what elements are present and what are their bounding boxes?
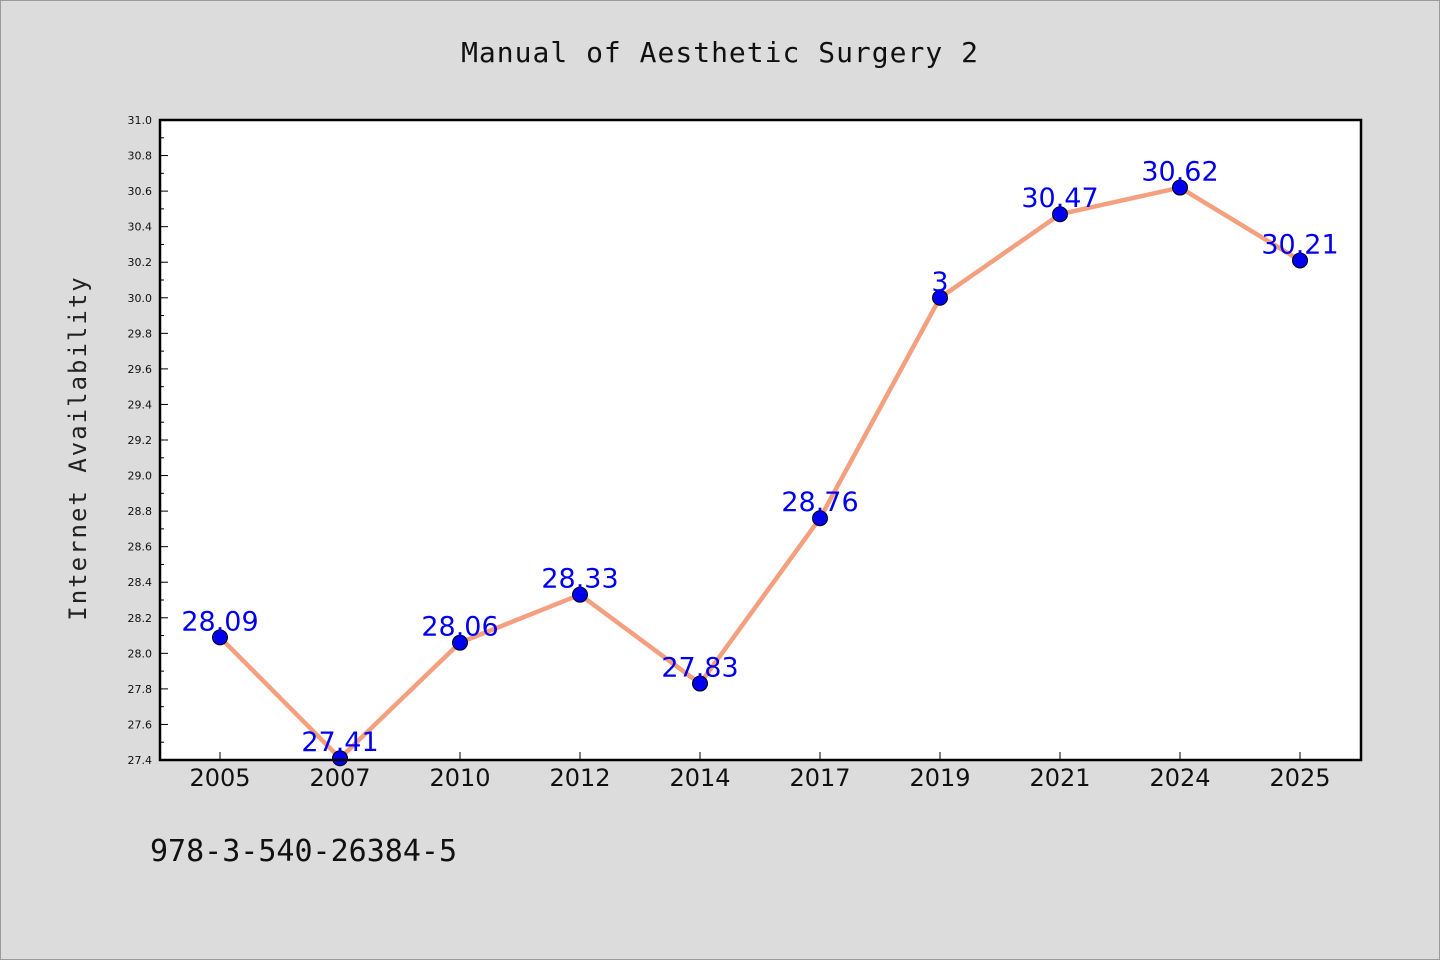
y-tick-label: 30.4 xyxy=(128,221,153,234)
data-label: 30.62 xyxy=(1141,157,1218,188)
data-point xyxy=(692,675,708,692)
y-tick-label: 29.4 xyxy=(128,398,153,411)
y-tick-label: 30.2 xyxy=(128,256,153,269)
y-tick-label: 29.2 xyxy=(128,434,153,447)
data-point xyxy=(572,586,588,603)
data-label: 28.06 xyxy=(421,612,498,643)
data-label: 30.47 xyxy=(1021,183,1098,214)
x-tick-label: 2007 xyxy=(309,764,370,792)
data-label: 28.76 xyxy=(781,487,858,518)
points-layer xyxy=(212,179,1308,767)
data-labels-layer: 28.09 27.41 28.06 28.33 27.83 28.76 3 30.47 30.6… xyxy=(181,157,1338,759)
data-label: 27.41 xyxy=(301,727,378,758)
chart-title: Manual of Aesthetic Surgery 2 xyxy=(461,36,979,69)
x-tick-label: 2021 xyxy=(1029,764,1090,792)
data-point xyxy=(332,750,348,767)
y-tick-label: 30.8 xyxy=(128,150,153,163)
y-tick-label: 31.0 xyxy=(128,114,153,127)
x-tick-label: 2005 xyxy=(189,764,250,792)
y-tick-label: 28.4 xyxy=(128,576,153,589)
x-axis: 2005 2007 2010 2012 2014 2017 2019 2021 2024 2025 xyxy=(189,752,1331,792)
y-tick-label: 28.0 xyxy=(128,647,153,660)
data-point xyxy=(1292,252,1308,269)
data-point xyxy=(1172,179,1188,196)
y-axis: 27.4 27.6 27.8 28.0 28.2 28.4 28.6 28.8 29.0 29.2… xyxy=(128,114,168,767)
data-label: 28.33 xyxy=(541,564,618,595)
y-tick-label: 27.4 xyxy=(128,754,153,767)
plot-area xyxy=(160,120,1361,760)
data-label: 28.09 xyxy=(181,606,258,637)
data-label: 27.83 xyxy=(661,653,738,684)
data-point xyxy=(932,289,948,306)
y-tick-label: 27.6 xyxy=(128,718,153,731)
data-point xyxy=(212,629,228,646)
x-tick-label: 2012 xyxy=(549,764,610,792)
data-label: 30.21 xyxy=(1261,229,1338,260)
data-point xyxy=(452,634,468,651)
y-tick-label: 30.6 xyxy=(128,185,153,198)
x-tick-label: 2010 xyxy=(429,764,490,792)
x-tick-label: 2019 xyxy=(909,764,970,792)
plot-border xyxy=(158,118,1363,762)
y-tick-label: 28.8 xyxy=(128,505,153,518)
data-point xyxy=(1052,206,1068,223)
x-tick-label: 2014 xyxy=(669,764,730,792)
data-label: 3 xyxy=(931,267,948,298)
y-tick-label: 27.8 xyxy=(128,683,153,696)
series-layer xyxy=(217,185,1303,761)
x-tick-label: 2025 xyxy=(1269,764,1330,792)
identifier-text: 978-3-540-26384-5 xyxy=(150,834,458,869)
y-tick-label: 29.6 xyxy=(128,363,153,376)
y-tick-label: 28.2 xyxy=(128,612,153,625)
series-line xyxy=(217,185,1303,761)
y-tick-label: 30.0 xyxy=(128,292,153,305)
y-tick-label: 28.6 xyxy=(128,541,153,554)
x-tick-label: 2017 xyxy=(789,764,850,792)
y-tick-label: 29.0 xyxy=(128,470,153,483)
data-point xyxy=(812,510,828,527)
y-tick-label: 29.8 xyxy=(128,327,153,340)
x-tick-label: 2024 xyxy=(1149,764,1210,792)
